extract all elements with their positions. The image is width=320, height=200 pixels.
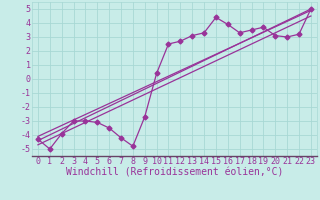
X-axis label: Windchill (Refroidissement éolien,°C): Windchill (Refroidissement éolien,°C) — [66, 168, 283, 178]
